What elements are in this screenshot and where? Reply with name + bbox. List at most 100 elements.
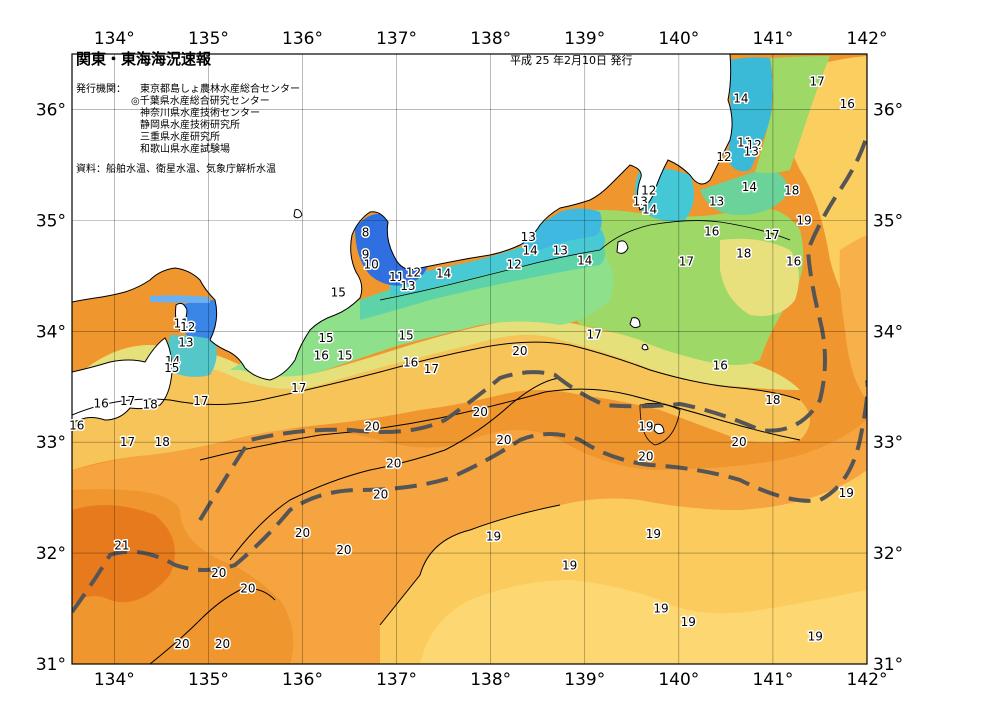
temperature-value-label: 20 <box>638 450 653 464</box>
ocean-north-cool <box>728 57 773 172</box>
temperature-value-label: 18 <box>765 393 780 407</box>
longitude-tick-label: 136° <box>282 29 323 49</box>
agency-2: ◎千葉県水産総合研究センター <box>131 94 270 107</box>
temperature-value-label: 12 <box>641 183 656 197</box>
temperature-value-label: 20 <box>295 526 310 540</box>
agency-3: 神奈川県水産技術センター <box>140 106 260 119</box>
temperature-value-label: 10 <box>364 258 379 272</box>
ocean-18-east-pocket <box>720 238 799 316</box>
temperature-value-label: 17 <box>809 75 824 89</box>
temperature-value-label: 21 <box>114 538 129 552</box>
temperature-value-label: 17 <box>764 228 779 242</box>
ocean-12-coast <box>510 208 602 250</box>
temperature-value-label: 20 <box>496 433 511 447</box>
temperature-value-label: 20 <box>215 637 230 651</box>
map-title: 関東・東海海況速報 <box>76 50 212 68</box>
temperature-value-label: 16 <box>314 349 329 363</box>
temperature-value-label: 9 <box>362 248 370 262</box>
ocean-15-coast <box>230 250 614 377</box>
temperature-value-label: 19 <box>796 213 811 227</box>
land <box>72 54 733 435</box>
land-miyake <box>629 317 641 329</box>
temperature-value-label: 15 <box>331 285 346 299</box>
temperature-value-label: 11 <box>389 270 404 284</box>
kuroshio-north-edge <box>72 380 867 614</box>
latitude-tick-label: 34° <box>36 322 66 342</box>
temperature-value-label: 11 <box>737 136 752 150</box>
longitude-tick-label: 138° <box>470 29 511 49</box>
agencies-label: 発行機関： <box>76 82 126 95</box>
temperature-value-label: 16 <box>94 396 109 410</box>
latitude-tick-label: 36° <box>36 100 66 120</box>
kuroshio-axis <box>72 134 867 614</box>
temperature-value-label: 13 <box>553 243 568 257</box>
latitude-tick-label: 36° <box>873 100 903 120</box>
temperature-value-label: 13 <box>400 279 415 293</box>
land-small-island-1 <box>641 344 649 351</box>
temperature-value-label: 16 <box>713 359 728 373</box>
temperature-value-label: 12 <box>716 150 731 164</box>
temperature-value-label: 17 <box>587 328 602 342</box>
temperature-value-label: 17 <box>120 435 135 449</box>
temperature-value-label: 20 <box>240 582 255 596</box>
longitude-tick-label: 134° <box>94 29 135 49</box>
temperature-value-label: 19 <box>653 602 668 616</box>
temperature-value-label: 19 <box>486 529 501 543</box>
land-shikoku <box>72 337 173 423</box>
temperature-value-label: 20 <box>336 543 351 557</box>
longitude-tick-label: 141° <box>752 29 793 49</box>
ocean-harima-strip <box>150 295 210 303</box>
temperature-value-label: 20 <box>211 566 226 580</box>
longitude-tick-label: 139° <box>564 670 605 690</box>
temperature-value-label: 17 <box>679 254 694 268</box>
temperature-value-label: 17 <box>291 381 306 395</box>
land-honshu <box>72 54 733 381</box>
agency-6: 和歌山県水産試験場 <box>140 142 230 155</box>
longitude-tick-label: 140° <box>658 670 699 690</box>
longitude-labels-top: 134° 135° 136° 137° 138° 139° 140° 141° 142° <box>94 29 888 49</box>
temperature-value-label: 20 <box>174 637 189 651</box>
longitude-tick-label: 138° <box>470 670 511 690</box>
isotherm-lines <box>72 220 801 664</box>
temperature-value-label: 19 <box>681 615 696 629</box>
temperature-value-label: 16 <box>840 97 855 111</box>
temperature-value-label: 18 <box>736 247 751 261</box>
ocean-kii-channel <box>167 335 217 377</box>
ocean-19-south-inner <box>420 580 867 664</box>
longitude-tick-label: 140° <box>658 29 699 49</box>
temperature-value-label: 13 <box>178 335 193 349</box>
latitude-labels-right: 36° 35° 34° 33° 32° 31° <box>873 100 903 675</box>
temperature-value-label: 20 <box>512 344 527 358</box>
agency-1: 東京都島しょ農林水産総合センター <box>140 82 300 95</box>
agency-5: 三重県水産研究所 <box>140 130 220 143</box>
latitude-tick-label: 31° <box>36 655 66 675</box>
ocean-osaka-bay <box>179 300 220 343</box>
temperature-value-label: 19 <box>808 629 823 643</box>
temperature-value-label: 17 <box>193 394 208 408</box>
longitude-tick-label: 142° <box>847 670 888 690</box>
graticule <box>72 54 867 664</box>
ocean-20-band <box>72 420 867 664</box>
longitude-tick-label: 137° <box>376 29 417 49</box>
temperature-value-label: 12 <box>746 138 761 152</box>
ocean-21-region <box>72 505 175 605</box>
temperature-value-label: 19 <box>562 558 577 572</box>
temperature-value-label: 18 <box>155 435 170 449</box>
temperature-value-label: 15 <box>337 349 352 363</box>
temperature-value-label: 14 <box>577 253 592 267</box>
temperature-value-label: 12 <box>180 320 195 334</box>
temperature-value-label: 17 <box>120 394 135 408</box>
longitude-labels-bottom: 134° 135° 136° 137° 138° 139° 140° 141° 142° <box>94 670 888 690</box>
latitude-tick-label: 35° <box>873 211 903 231</box>
longitude-tick-label: 139° <box>564 29 605 49</box>
temperature-value-label: 18 <box>784 183 799 197</box>
temperature-value-label: 14 <box>523 243 538 257</box>
temperature-value-label: 20 <box>473 405 488 419</box>
temperature-value-label: 12 <box>507 258 522 272</box>
temperature-value-label: 14 <box>642 202 657 216</box>
temperature-value-label: 16 <box>403 355 418 369</box>
longitude-tick-label: 137° <box>376 670 417 690</box>
temperature-value-label: 19 <box>638 420 653 434</box>
